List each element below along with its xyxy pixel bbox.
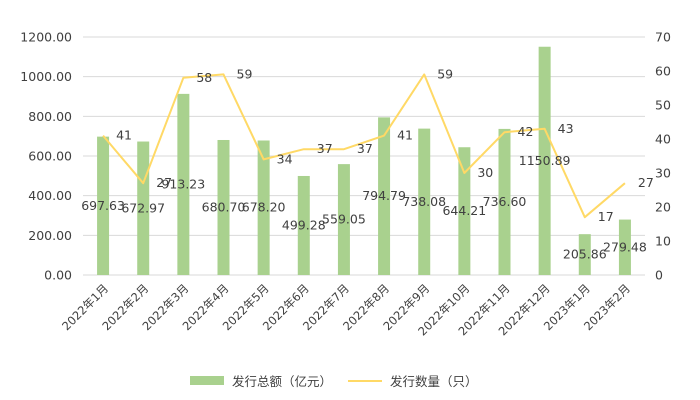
left-axis-tick: 800.00 <box>28 109 72 124</box>
line-value-label: 42 <box>518 124 534 139</box>
left-axis-tick: 200.00 <box>28 228 72 243</box>
left-axis-tick: 0.00 <box>44 268 72 283</box>
bar <box>458 147 471 275</box>
bar-value-label: 913.23 <box>161 176 205 191</box>
line-value-label: 17 <box>598 209 614 224</box>
line-value-label: 41 <box>116 128 132 143</box>
count-line <box>102 73 626 219</box>
gridlines <box>83 36 645 276</box>
right-axis-tick: 70 <box>655 30 671 45</box>
left-axis-tick: 400.00 <box>28 188 72 203</box>
line-value-label: 58 <box>196 70 212 85</box>
bar <box>538 46 551 276</box>
left-axis-tick: 1200.00 <box>20 30 72 45</box>
bar <box>378 117 391 275</box>
bar-value-label: 205.86 <box>563 247 607 262</box>
bar-value-label: 736.60 <box>483 194 527 209</box>
bar-value-label: 644.21 <box>442 203 486 218</box>
right-y-axis: 0 10 20 30 40 50 60 70 <box>655 30 671 283</box>
x-axis: 2022年1月2022年2月2022年3月2022年4月2022年5月2022年… <box>59 281 633 338</box>
bar-value-label: 499.28 <box>282 217 326 232</box>
bar <box>257 140 270 275</box>
line-value-label: 59 <box>237 66 253 81</box>
legend-item-count: 发行数量（只） <box>348 371 478 390</box>
bar-value-label: 1150.89 <box>519 153 571 168</box>
bar-value-label: 697.63 <box>81 198 125 213</box>
right-axis-tick: 20 <box>655 200 671 215</box>
legend-label-amount: 发行总额（亿元） <box>232 374 333 389</box>
left-y-axis: 0.00 200.00 400.00 600.00 800.00 1000.00 1200.… <box>20 30 72 283</box>
bar <box>217 139 230 275</box>
left-axis-tick: 1000.00 <box>20 69 72 84</box>
line-series <box>102 73 626 219</box>
bar <box>418 128 431 275</box>
line-value-label: 41 <box>397 128 413 143</box>
line-value-label: 37 <box>357 141 373 156</box>
right-axis-tick: 50 <box>655 98 671 113</box>
bar <box>618 219 631 275</box>
line-value-label: 27 <box>156 175 172 190</box>
bar <box>97 136 110 275</box>
legend: 发行总额（亿元） 发行数量（只） <box>190 371 494 390</box>
bar-value-label: 672.97 <box>121 200 165 215</box>
bar-swatch-icon <box>190 376 224 385</box>
bar-value-label: 794.79 <box>362 188 406 203</box>
line-value-label: 27 <box>638 175 654 190</box>
bar <box>578 234 591 275</box>
bar <box>337 164 350 275</box>
bar-value-label: 678.20 <box>242 200 286 215</box>
right-axis-tick: 30 <box>655 166 671 181</box>
line-value-label: 34 <box>277 151 293 166</box>
line-swatch-icon <box>348 379 383 382</box>
line-value-label: 30 <box>477 165 493 180</box>
right-axis-tick: 10 <box>655 234 671 249</box>
bar-value-label: 279.48 <box>603 239 647 254</box>
right-axis-tick: 60 <box>655 64 671 79</box>
line-value-label: 43 <box>558 121 574 136</box>
line-value-label: 59 <box>437 66 453 81</box>
bar <box>297 175 310 275</box>
bar <box>498 128 511 275</box>
bar-series <box>97 46 631 276</box>
right-axis-tick: 0 <box>655 268 663 283</box>
bar-value-label: 559.05 <box>322 212 366 227</box>
line-value-label: 37 <box>317 141 333 156</box>
bar <box>177 93 190 275</box>
legend-item-amount: 发行总额（亿元） <box>190 371 332 390</box>
legend-label-count: 发行数量（只） <box>390 374 478 389</box>
right-axis-tick: 40 <box>655 132 671 147</box>
line-data-labels: 41 27 58 59 34 37 37 41 59 30 42 43 17 27 <box>116 66 654 224</box>
bar-value-label: 680.70 <box>202 199 246 214</box>
left-axis-tick: 600.00 <box>28 149 72 164</box>
bar-value-label: 738.08 <box>402 194 446 209</box>
